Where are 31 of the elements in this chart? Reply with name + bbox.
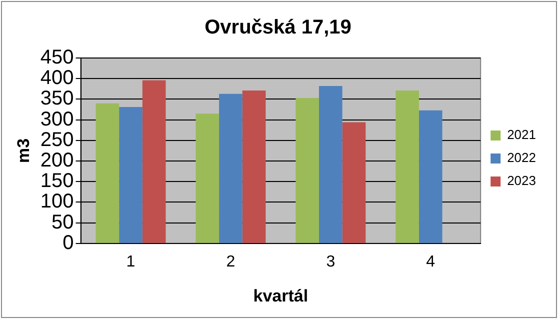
bar (96, 103, 120, 243)
y-axis-title: m3 (14, 138, 33, 163)
bar (242, 90, 266, 243)
x-tick-label: 2 (226, 253, 236, 270)
chart-title: Ovručská 17,19 (204, 16, 352, 39)
legend-label: 2023 (507, 173, 536, 188)
y-tick-label: 200 (40, 150, 74, 172)
y-tick-label: 150 (40, 170, 74, 192)
y-tick-label: 100 (40, 190, 74, 213)
bar (196, 114, 220, 243)
y-tick-label: 450 (40, 46, 74, 69)
y-tick-label: 0 (62, 232, 74, 254)
x-tick-label: 1 (126, 253, 136, 270)
y-tick-label: 250 (40, 128, 74, 151)
legend-label: 2022 (507, 150, 536, 166)
bar (219, 94, 242, 243)
bar (318, 86, 342, 243)
x-axis-title: kvartál (253, 286, 308, 306)
bar (396, 90, 419, 243)
y-tick-label: 400 (40, 67, 74, 90)
x-tick-label: 4 (426, 253, 436, 270)
bar (418, 110, 442, 243)
y-tick-label: 300 (40, 108, 74, 130)
x-tick-label: 3 (326, 253, 336, 270)
legend-label: 2021 (507, 127, 536, 142)
bar (142, 80, 166, 243)
bar (342, 122, 366, 243)
bar (296, 98, 319, 243)
y-tick-label: 50 (52, 211, 74, 234)
bar (119, 107, 142, 243)
y-tick-label: 350 (40, 88, 74, 110)
